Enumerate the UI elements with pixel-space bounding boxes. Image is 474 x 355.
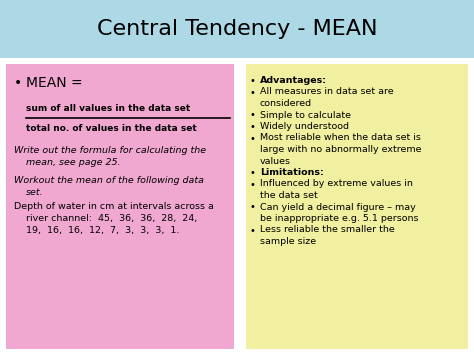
Text: •: • bbox=[250, 133, 256, 143]
Text: considered: considered bbox=[260, 99, 312, 108]
Text: Depth of water in cm at intervals across a: Depth of water in cm at intervals across… bbox=[14, 202, 214, 211]
Text: Simple to calculate: Simple to calculate bbox=[260, 110, 351, 120]
FancyBboxPatch shape bbox=[0, 0, 474, 58]
Text: sample size: sample size bbox=[260, 237, 316, 246]
Text: •: • bbox=[250, 225, 256, 235]
Text: Workout the mean of the following data: Workout the mean of the following data bbox=[14, 176, 204, 185]
Text: the data set: the data set bbox=[260, 191, 318, 200]
Text: •: • bbox=[250, 202, 256, 213]
Text: Widely understood: Widely understood bbox=[260, 122, 349, 131]
FancyBboxPatch shape bbox=[6, 64, 234, 349]
Text: Less reliable the smaller the: Less reliable the smaller the bbox=[260, 225, 395, 235]
Text: be inappropriate e.g. 5.1 persons: be inappropriate e.g. 5.1 persons bbox=[260, 214, 419, 223]
Text: sum of all values in the data set: sum of all values in the data set bbox=[26, 104, 190, 113]
Text: •: • bbox=[250, 122, 256, 132]
Text: MEAN =: MEAN = bbox=[26, 76, 82, 90]
Text: set.: set. bbox=[26, 188, 44, 197]
Text: Influenced by extreme values in: Influenced by extreme values in bbox=[260, 180, 413, 189]
Text: large with no abnormally extreme: large with no abnormally extreme bbox=[260, 145, 421, 154]
Text: Write out the formula for calculating the: Write out the formula for calculating th… bbox=[14, 146, 206, 155]
Text: Advantages:: Advantages: bbox=[260, 76, 327, 85]
Text: Limitations:: Limitations: bbox=[260, 168, 324, 177]
Text: 19,  16,  16,  12,  7,  3,  3,  3,  1.: 19, 16, 16, 12, 7, 3, 3, 3, 1. bbox=[26, 226, 179, 235]
Text: Most reliable when the data set is: Most reliable when the data set is bbox=[260, 133, 421, 142]
Text: total no. of values in the data set: total no. of values in the data set bbox=[26, 124, 197, 133]
Text: values: values bbox=[260, 157, 291, 165]
Text: •: • bbox=[250, 180, 256, 190]
Text: •: • bbox=[250, 76, 256, 86]
Text: All measures in data set are: All measures in data set are bbox=[260, 87, 393, 97]
Text: river channel:  45,  36,  36,  28,  24,: river channel: 45, 36, 36, 28, 24, bbox=[26, 214, 197, 223]
Text: mean, see page 25.: mean, see page 25. bbox=[26, 158, 120, 167]
Text: •: • bbox=[250, 168, 256, 178]
FancyBboxPatch shape bbox=[246, 64, 468, 349]
Text: •: • bbox=[14, 76, 22, 90]
Text: Can yield a decimal figure – may: Can yield a decimal figure – may bbox=[260, 202, 416, 212]
Text: •: • bbox=[250, 87, 256, 98]
Text: Central Tendency - MEAN: Central Tendency - MEAN bbox=[97, 19, 377, 39]
Text: •: • bbox=[250, 110, 256, 120]
